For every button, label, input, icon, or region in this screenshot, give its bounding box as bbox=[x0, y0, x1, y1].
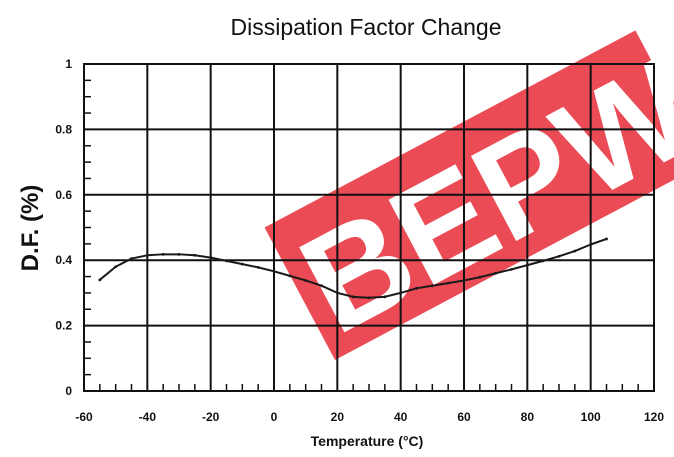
series-point bbox=[415, 286, 418, 290]
series-point bbox=[573, 249, 577, 253]
watermark-logo: BEPW bbox=[264, 27, 674, 363]
series-point bbox=[430, 284, 434, 288]
series-point bbox=[145, 253, 149, 257]
y-tick-label: 0.4 bbox=[55, 253, 72, 267]
series-point bbox=[209, 256, 213, 259]
x-tick-label: 20 bbox=[331, 410, 345, 424]
series-point bbox=[225, 259, 228, 263]
x-tick-label: 100 bbox=[581, 410, 601, 424]
series-point bbox=[510, 267, 513, 271]
series-point bbox=[525, 263, 529, 267]
y-tick-label: 0.2 bbox=[55, 319, 72, 333]
x-tick-label: 60 bbox=[457, 410, 471, 424]
y-tick-label: 0.6 bbox=[55, 188, 72, 202]
series-point bbox=[605, 237, 608, 241]
x-tick-label: -20 bbox=[202, 410, 220, 424]
series-point bbox=[256, 265, 260, 269]
series-point bbox=[161, 252, 165, 256]
x-axis-label: Temperature (°C) bbox=[311, 433, 424, 449]
series-point bbox=[193, 253, 197, 257]
series-point bbox=[130, 257, 133, 260]
y-tick-label: 0.8 bbox=[55, 122, 72, 136]
series-point bbox=[288, 274, 292, 278]
x-tick-label: 0 bbox=[271, 410, 278, 424]
series-point bbox=[494, 271, 498, 275]
y-ticks: 0 0.2 0.4 0.6 0.8 1 bbox=[55, 57, 91, 398]
series-point bbox=[320, 284, 323, 288]
y-tick-label: 1 bbox=[65, 57, 72, 71]
series-line-group bbox=[98, 237, 608, 300]
series-point bbox=[557, 254, 561, 258]
x-tick-label: 80 bbox=[521, 410, 535, 424]
series-point bbox=[335, 291, 339, 295]
series-point bbox=[446, 281, 450, 285]
series-point bbox=[541, 259, 545, 263]
grid bbox=[83, 63, 655, 392]
series-point bbox=[177, 252, 181, 256]
series-point bbox=[367, 296, 371, 300]
series-point bbox=[383, 295, 387, 299]
x-tick-label: -40 bbox=[139, 410, 157, 424]
series-point bbox=[114, 265, 118, 269]
x-tick-label: 120 bbox=[644, 410, 664, 424]
series-point bbox=[462, 279, 466, 282]
series-point bbox=[272, 269, 276, 273]
series-point bbox=[304, 279, 308, 282]
x-ticks: -60 -40 -20 0 20 40 60 80 100 120 bbox=[75, 384, 664, 424]
chart-title: Dissipation Factor Change bbox=[230, 14, 501, 40]
y-tick-label: 0 bbox=[65, 384, 72, 398]
series-point bbox=[399, 291, 403, 295]
series-point bbox=[240, 262, 244, 266]
series-point bbox=[589, 243, 593, 246]
series-point bbox=[98, 278, 102, 282]
series-point bbox=[351, 295, 355, 299]
x-tick-label: -60 bbox=[75, 410, 93, 424]
series-point bbox=[478, 275, 482, 279]
y-axis-label: D.F. (%) bbox=[17, 185, 44, 272]
x-tick-label: 40 bbox=[394, 410, 408, 424]
